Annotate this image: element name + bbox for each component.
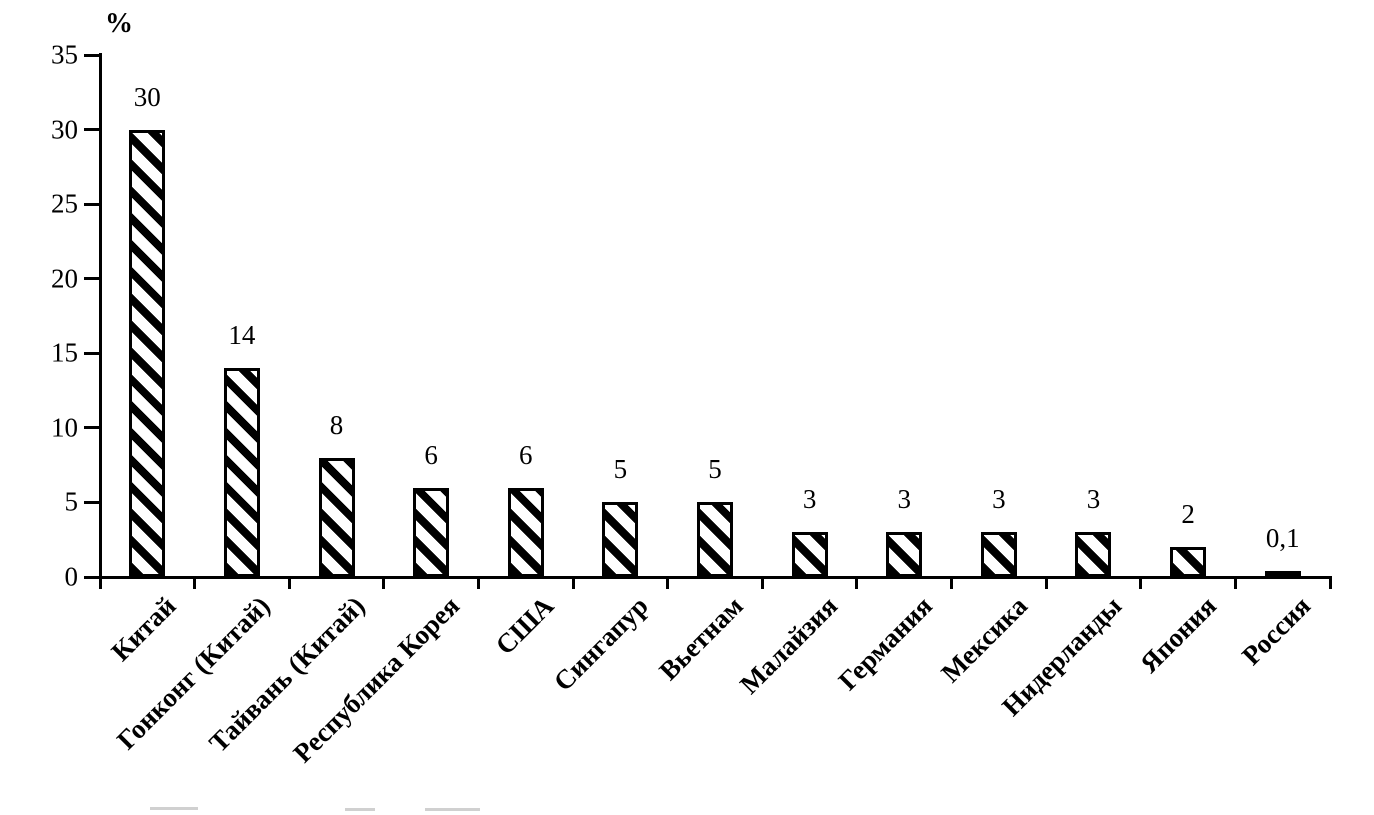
category-label: Япония	[1133, 590, 1222, 679]
x-axis-tick	[476, 578, 480, 589]
y-axis-tick-label: 25	[51, 188, 78, 219]
bar-value-label: 3	[897, 484, 911, 515]
bar-value-label: 0,1	[1265, 523, 1300, 553]
caption-remnant-mark	[150, 807, 198, 810]
y-axis-line	[98, 53, 102, 579]
bar	[791, 532, 828, 577]
y-axis-tick	[84, 53, 100, 57]
bar	[886, 532, 923, 577]
bar	[318, 457, 355, 577]
bar	[697, 502, 733, 577]
bar-value-label: 6	[519, 439, 533, 470]
y-axis-tick-label: 0	[64, 561, 79, 592]
bar-value-label: 3	[802, 484, 817, 515]
bar	[602, 502, 639, 577]
bar-value-label: 2	[1181, 499, 1195, 530]
y-axis-tick-label: 35	[51, 39, 78, 70]
y-axis-tick-label: 30	[51, 114, 78, 145]
x-axis-tick	[382, 578, 386, 589]
x-axis-tick	[1139, 578, 1143, 589]
x-axis-tick	[571, 578, 575, 589]
y-axis-tick-label: 5	[64, 486, 79, 517]
category-label: Сингапур	[548, 590, 655, 697]
x-axis-tick	[98, 578, 102, 589]
bar	[1170, 547, 1207, 577]
x-axis-tick	[1233, 578, 1237, 589]
y-axis-tick	[84, 277, 100, 281]
bar	[413, 487, 450, 577]
bar	[223, 368, 260, 577]
category-label: Республика Корея	[287, 590, 465, 769]
x-axis-tick	[1328, 578, 1332, 589]
x-axis-tick	[287, 578, 291, 589]
x-axis-tick	[193, 578, 197, 589]
bar	[129, 129, 166, 577]
x-axis-line	[98, 575, 1332, 579]
y-axis-tick-label: 10	[51, 412, 78, 443]
caption-remnant-mark	[425, 808, 480, 811]
category-label: США	[489, 590, 560, 661]
y-axis-unit-label: %	[105, 8, 133, 39]
bar	[1264, 571, 1301, 577]
bar-value-label: 3	[1086, 484, 1101, 515]
bar	[980, 532, 1017, 577]
y-axis-tick	[84, 202, 100, 206]
category-label: Китай	[104, 590, 182, 667]
category-label: Россия	[1236, 590, 1317, 671]
x-axis-tick	[950, 578, 954, 589]
bar-value-label: 5	[613, 454, 628, 485]
x-axis-tick	[1044, 578, 1048, 589]
y-axis-tick	[84, 128, 100, 132]
y-axis-tick	[84, 500, 100, 504]
x-axis-tick	[760, 578, 764, 589]
x-axis-tick	[855, 578, 859, 589]
y-axis-tick-label: 15	[51, 337, 78, 368]
category-label: Малайзия	[734, 590, 844, 700]
bar-value-label: 3	[992, 484, 1006, 515]
y-axis-tick-label: 20	[51, 263, 78, 294]
category-label: Германия	[832, 590, 939, 697]
y-axis-tick	[84, 351, 100, 355]
bar-value-label: 5	[708, 454, 722, 485]
category-label: Вьетнам	[653, 590, 749, 687]
category-label: Мексика	[934, 590, 1033, 689]
bar-value-label: 8	[329, 409, 344, 440]
caption-remnant-mark	[345, 808, 375, 811]
y-axis-tick	[84, 426, 100, 430]
bar-value-label: 6	[424, 439, 438, 470]
bar	[1075, 532, 1112, 577]
bar-value-label: 30	[133, 81, 161, 112]
x-axis-tick	[666, 578, 670, 589]
bar-value-label: 14	[228, 320, 256, 351]
y-axis-tick	[84, 575, 100, 579]
bar	[507, 487, 544, 577]
